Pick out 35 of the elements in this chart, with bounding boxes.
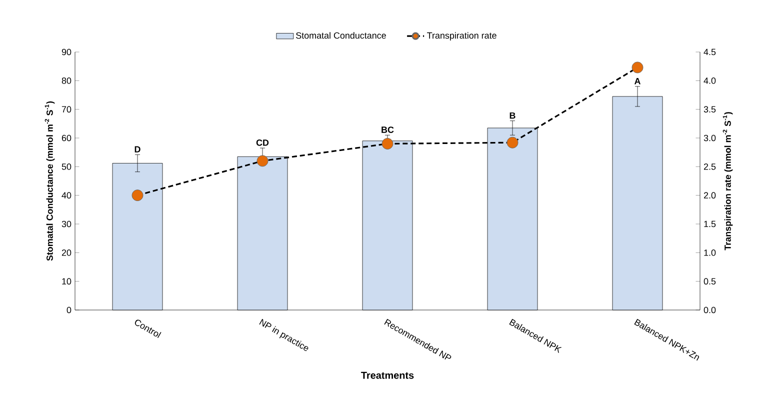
- y-tick-label: 50: [62, 163, 72, 170]
- y-tick-label: 10: [62, 278, 72, 285]
- legend-label: Transpiration rate: [427, 32, 496, 40]
- point: [506, 136, 518, 148]
- y-tick-label: 80: [62, 77, 72, 84]
- y-tick-label: 30: [62, 220, 72, 228]
- y2-tick-label: 0.5: [704, 278, 716, 285]
- y2-tick-label: 2.0: [704, 192, 716, 199]
- y2-tick-label: 3.0: [704, 134, 716, 142]
- y2-tick-label: 1.5: [704, 220, 716, 228]
- y-tick-label: 40: [62, 192, 72, 199]
- y-axis-title: Stomatal Conductance (mmol m$^{-2}$ S$^{-1}$): [44, 101, 55, 261]
- y2-tick-label: 3.5: [704, 106, 716, 113]
- legend-label: Stomatal Conductance: [296, 32, 386, 39]
- y2-tick-label: 4.0: [704, 77, 716, 84]
- y2-tick-label: 2.5: [704, 163, 716, 170]
- y2-tick-label: 4.5: [704, 48, 716, 56]
- y-tick-label: 70: [62, 106, 72, 113]
- y-tick-label: 0: [66, 306, 72, 314]
- x-axis-title: Treatments: [361, 372, 414, 379]
- y2-tick-label: 1.0: [704, 249, 716, 256]
- point: [132, 190, 144, 202]
- annotation: D: [134, 146, 140, 152]
- annotation: CD: [256, 139, 269, 146]
- y-tick-label: 60: [62, 134, 72, 142]
- point: [632, 62, 644, 74]
- annotation: A: [634, 78, 640, 84]
- y-tick-label: 90: [62, 48, 72, 56]
- point: [382, 138, 394, 150]
- annotation: B: [510, 112, 516, 119]
- y2-axis-title: Transpiration rate (mmol m$^{-2}$ S$^{-1}$): [722, 112, 733, 250]
- y-tick-label: 20: [62, 249, 72, 256]
- y2-tick-label: 0.0: [704, 306, 716, 314]
- annotation: BC: [382, 126, 394, 133]
- point: [256, 155, 268, 167]
